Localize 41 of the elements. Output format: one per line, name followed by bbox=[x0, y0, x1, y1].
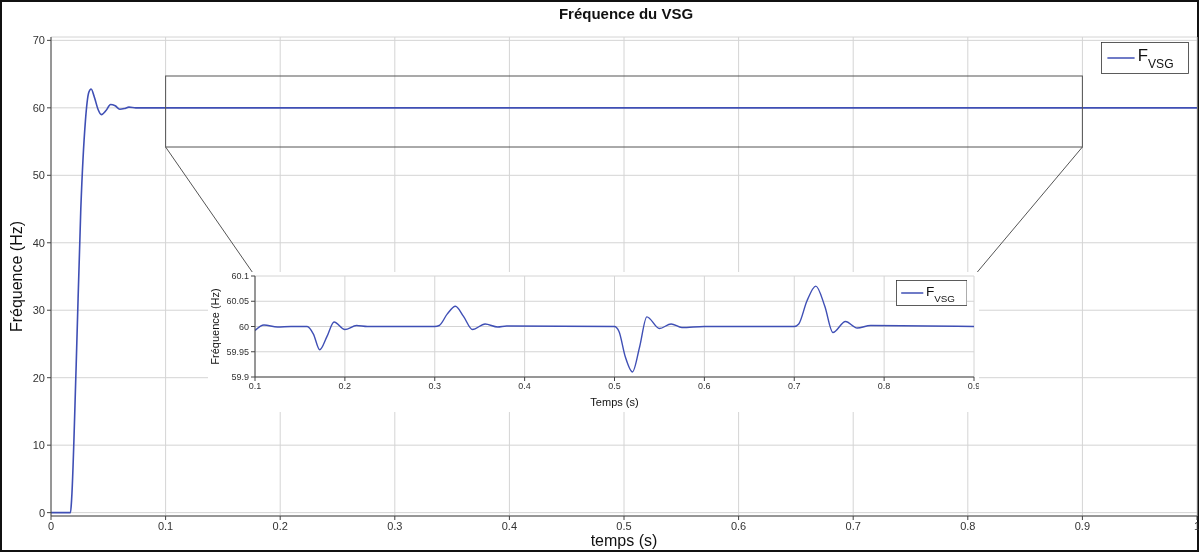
x-tick-label: 0.8 bbox=[877, 381, 891, 392]
x-tick-label: 0.9 bbox=[1074, 519, 1091, 532]
x-tick-label: 1 bbox=[1193, 519, 1199, 532]
y-tick-label: 30 bbox=[32, 304, 45, 317]
y-tick-label: 20 bbox=[32, 371, 45, 384]
x-axis-title: temps (s) bbox=[590, 532, 658, 549]
x-tick-label: 0.9 bbox=[967, 381, 981, 392]
y-tick-label: 70 bbox=[32, 34, 45, 47]
legend-label: F$_{VSG}$ bbox=[1137, 46, 1174, 72]
y-tick-label: 0 bbox=[38, 506, 45, 519]
line-series bbox=[255, 285, 974, 373]
x-tick-label: 0.1 bbox=[248, 381, 262, 392]
x-tick-label: 0.7 bbox=[787, 381, 801, 392]
x-tick-label: 0.5 bbox=[608, 381, 621, 392]
y-tick-label: 60 bbox=[238, 321, 249, 332]
x-axis-title: Temps (s) bbox=[590, 396, 639, 408]
x-tick-label: 0.6 bbox=[730, 519, 747, 532]
x-tick-label: 0.3 bbox=[387, 519, 403, 532]
legend-label: F$_{VSG}$ bbox=[925, 283, 955, 304]
x-tick-label: 0.3 bbox=[428, 381, 442, 392]
y-tick-label: 60.1 bbox=[231, 271, 249, 282]
y-axis-title: Fréquence (Hz) bbox=[7, 220, 25, 333]
x-tick-label: 0.6 bbox=[698, 381, 711, 392]
x-tick-label: 0.4 bbox=[518, 381, 531, 392]
y-tick-label: 60.05 bbox=[226, 296, 249, 307]
y-tick-label: 40 bbox=[32, 236, 45, 249]
y-tick-label: 59.95 bbox=[226, 346, 249, 357]
y-tick-label: 60 bbox=[32, 101, 45, 114]
y-axis-title: Fréquence (Hz) bbox=[208, 288, 221, 365]
chart-title: Fréquence du VSG bbox=[557, 5, 695, 22]
x-tick-label: 0.2 bbox=[338, 381, 352, 392]
x-tick-label: 0.7 bbox=[845, 519, 861, 532]
x-tick-label: 0 bbox=[47, 519, 55, 532]
x-tick-label: 0.2 bbox=[272, 519, 288, 532]
x-tick-label: 0.1 bbox=[157, 519, 174, 532]
x-tick-label: 0.5 bbox=[616, 519, 632, 532]
y-tick-label: 50 bbox=[32, 169, 45, 182]
y-tick-label: 59.9 bbox=[231, 372, 249, 383]
x-tick-label: 0.8 bbox=[960, 519, 976, 532]
x-tick-label: 0.4 bbox=[501, 519, 518, 532]
y-tick-label: 10 bbox=[32, 439, 45, 452]
